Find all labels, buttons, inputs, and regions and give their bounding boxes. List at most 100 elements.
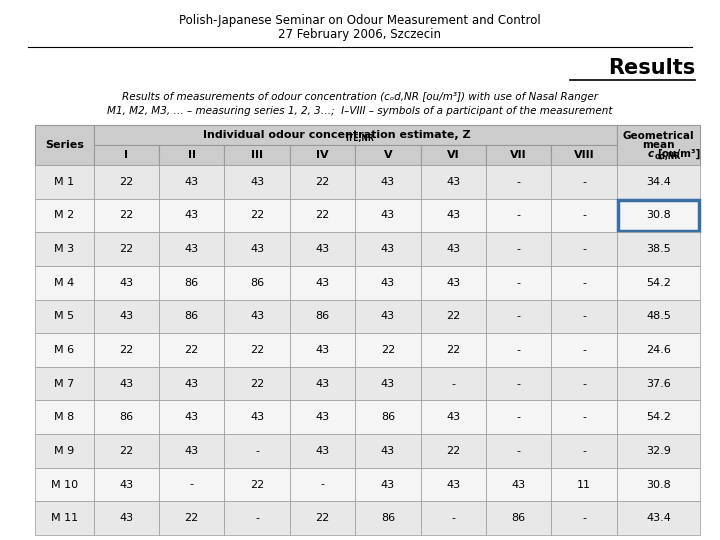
Bar <box>225 232 289 266</box>
Bar <box>35 232 94 266</box>
Text: -: - <box>451 513 455 523</box>
Text: VIII: VIII <box>574 150 595 160</box>
Bar <box>355 145 420 165</box>
Text: -: - <box>517 177 521 187</box>
Bar <box>355 300 420 333</box>
Bar <box>289 145 355 165</box>
Bar <box>420 434 486 468</box>
Text: 43: 43 <box>381 177 395 187</box>
Text: 43: 43 <box>315 446 330 456</box>
Text: 43: 43 <box>446 412 460 422</box>
Text: 43: 43 <box>446 177 460 187</box>
Bar <box>552 501 617 535</box>
Text: -: - <box>582 345 586 355</box>
Bar <box>225 266 289 300</box>
Bar <box>225 468 289 501</box>
Text: M 5: M 5 <box>54 312 74 321</box>
Bar <box>552 300 617 333</box>
Bar <box>289 199 355 232</box>
Text: -: - <box>582 379 586 389</box>
Text: M 8: M 8 <box>54 412 74 422</box>
Text: ITE,NR: ITE,NR <box>345 133 374 143</box>
Bar <box>225 300 289 333</box>
Text: 43: 43 <box>381 480 395 490</box>
Bar <box>289 333 355 367</box>
Bar <box>94 145 159 165</box>
Bar <box>35 501 94 535</box>
Text: 30.8: 30.8 <box>646 480 671 490</box>
Text: -: - <box>582 177 586 187</box>
Text: -: - <box>582 412 586 422</box>
Text: 22: 22 <box>119 177 133 187</box>
Bar <box>420 266 486 300</box>
Bar <box>289 434 355 468</box>
Text: -: - <box>320 480 325 490</box>
Bar <box>159 468 225 501</box>
Bar <box>225 333 289 367</box>
Text: 54.2: 54.2 <box>646 412 671 422</box>
Text: 43.4: 43.4 <box>646 513 671 523</box>
Bar <box>420 199 486 232</box>
Bar <box>35 367 94 401</box>
Bar <box>355 401 420 434</box>
Text: 86: 86 <box>381 513 395 523</box>
Text: 43: 43 <box>315 278 330 288</box>
Bar <box>35 165 94 199</box>
Text: 43: 43 <box>184 412 199 422</box>
Text: 43: 43 <box>184 177 199 187</box>
Text: 43: 43 <box>184 379 199 389</box>
Bar <box>94 232 159 266</box>
Text: 43: 43 <box>184 446 199 456</box>
Text: 22: 22 <box>381 345 395 355</box>
Bar <box>94 300 159 333</box>
Bar <box>420 501 486 535</box>
Text: 43: 43 <box>446 244 460 254</box>
Text: 43: 43 <box>250 312 264 321</box>
Text: 43: 43 <box>315 244 330 254</box>
Bar <box>35 434 94 468</box>
Text: Individual odour concentration estimate, Z: Individual odour concentration estimate,… <box>203 130 471 140</box>
Bar <box>159 300 225 333</box>
Bar <box>552 232 617 266</box>
Text: 43: 43 <box>381 379 395 389</box>
Bar <box>420 145 486 165</box>
Bar <box>617 266 700 300</box>
Text: VII: VII <box>510 150 527 160</box>
Text: 34.4: 34.4 <box>646 177 671 187</box>
Bar <box>159 165 225 199</box>
Bar <box>94 401 159 434</box>
Text: VI: VI <box>447 150 459 160</box>
Text: 86: 86 <box>184 278 199 288</box>
Text: 43: 43 <box>315 379 330 389</box>
Bar <box>552 266 617 300</box>
Text: 43: 43 <box>512 480 526 490</box>
Bar <box>486 468 552 501</box>
Bar <box>486 367 552 401</box>
Text: -: - <box>582 513 586 523</box>
Text: M 7: M 7 <box>54 379 74 389</box>
Bar <box>35 333 94 367</box>
Bar <box>420 300 486 333</box>
Bar <box>617 125 700 165</box>
Bar <box>486 434 552 468</box>
Text: 22: 22 <box>119 244 133 254</box>
Bar <box>289 401 355 434</box>
Text: -: - <box>582 446 586 456</box>
Bar <box>617 468 700 501</box>
Bar <box>159 401 225 434</box>
Bar <box>355 266 420 300</box>
Text: -: - <box>517 412 521 422</box>
Text: Geometrical: Geometrical <box>623 131 694 141</box>
Text: 43: 43 <box>120 278 133 288</box>
Text: -: - <box>517 379 521 389</box>
Text: 22: 22 <box>446 446 461 456</box>
Bar <box>355 501 420 535</box>
Bar <box>225 165 289 199</box>
Text: -: - <box>451 379 455 389</box>
Text: 86: 86 <box>315 312 330 321</box>
Text: -: - <box>517 244 521 254</box>
Text: 86: 86 <box>250 278 264 288</box>
Bar <box>486 199 552 232</box>
Bar <box>225 145 289 165</box>
Text: 43: 43 <box>250 412 264 422</box>
